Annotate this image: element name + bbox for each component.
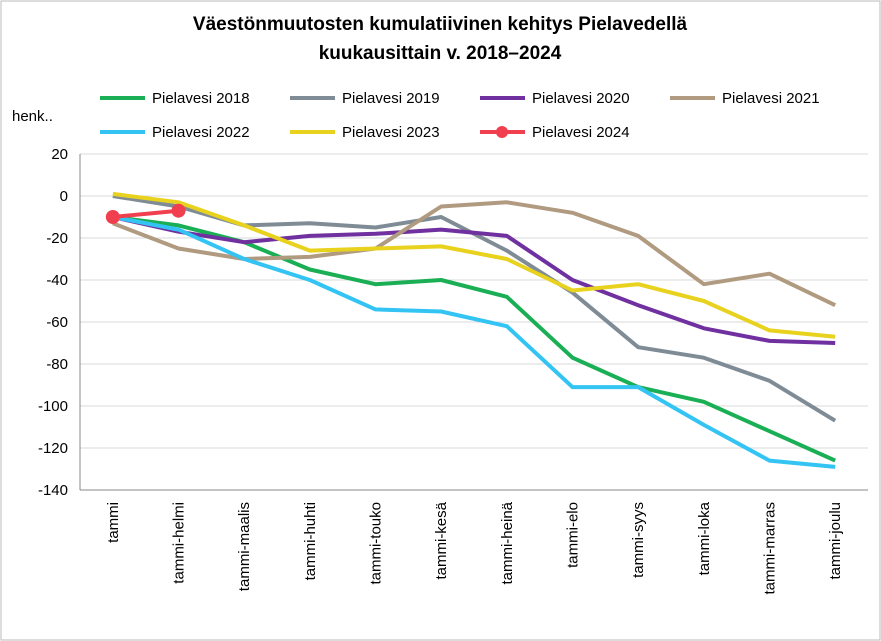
x-tick-label: tammi-syys <box>630 502 647 578</box>
y-tick-label: -60 <box>46 314 68 331</box>
legend-label: Pielavesi 2024 <box>532 124 630 141</box>
x-tick-label: tammi-maalis <box>236 502 253 591</box>
legend-label: Pielavesi 2020 <box>532 90 630 107</box>
x-tick-label: tammi-helmi <box>171 502 188 584</box>
series-line <box>112 215 836 345</box>
y-tick-label: -80 <box>46 356 68 373</box>
series-marker <box>171 203 186 218</box>
y-axis-label: henk.. <box>12 108 53 125</box>
x-tick-label: tammi-marras <box>762 502 779 595</box>
x-tick-label: tammi-heinä <box>499 501 516 584</box>
legend-label: Pielavesi 2022 <box>152 124 250 141</box>
y-tick-label: -40 <box>46 272 68 289</box>
y-tick-label: -20 <box>46 230 68 247</box>
series-line <box>112 208 179 219</box>
x-tick-label: tammi-loka <box>696 501 713 575</box>
y-tick-label: 0 <box>60 188 68 205</box>
series-line <box>112 215 836 469</box>
x-tick-label: tammi-huhti <box>302 502 319 580</box>
series-line <box>112 200 837 308</box>
chart-title: kuukausittain v. 2018–2024 <box>319 43 562 64</box>
legend-label: Pielavesi 2019 <box>342 90 440 107</box>
x-tick-label: tammi-touko <box>368 502 385 585</box>
legend-marker <box>496 126 508 138</box>
x-tick-label: tammi-kesä <box>433 501 450 579</box>
legend-label: Pielavesi 2023 <box>342 124 440 141</box>
x-tick-label: tammi-joulu <box>827 502 844 580</box>
x-tick-label: tammi-elo <box>565 502 582 568</box>
legend-label: Pielavesi 2021 <box>722 90 820 107</box>
y-tick-label: -100 <box>38 398 68 415</box>
chart-title: Väestönmuutosten kumulatiivinen kehitys … <box>193 14 688 35</box>
series-marker <box>105 210 120 224</box>
y-tick-label: 20 <box>51 146 68 163</box>
series-line <box>112 191 836 339</box>
y-tick-label: -140 <box>38 482 68 499</box>
y-tick-label: -120 <box>38 440 68 457</box>
legend-label: Pielavesi 2018 <box>152 90 250 107</box>
x-tick-label: tammi <box>105 502 122 543</box>
